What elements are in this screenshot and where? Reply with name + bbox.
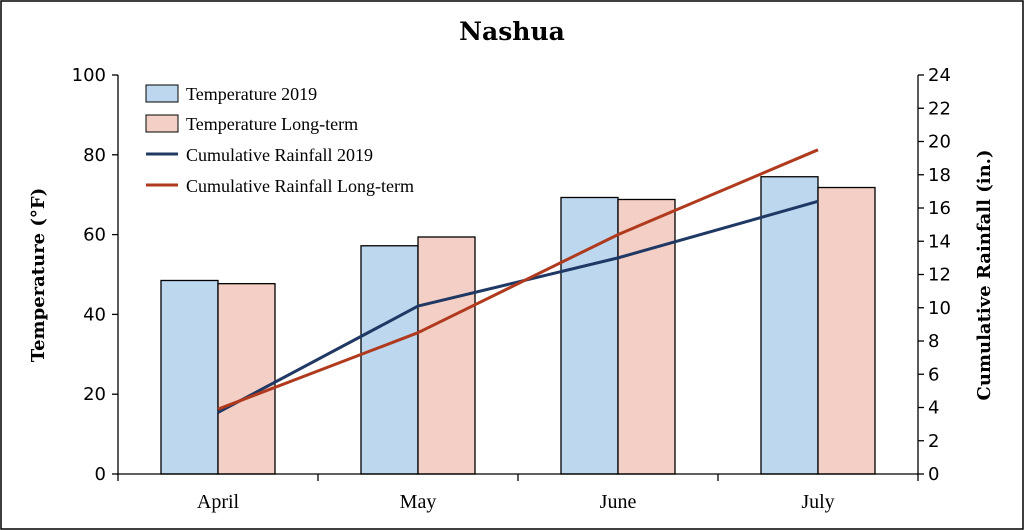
y2-tick-label-20: 20 bbox=[928, 132, 951, 153]
y2-tick-label-6: 6 bbox=[928, 364, 939, 385]
legend: Temperature 2019 Temperature Long-term C… bbox=[145, 84, 414, 196]
legend-swatch-temperature-2019 bbox=[145, 84, 179, 103]
chart-title: Nashua bbox=[459, 17, 565, 46]
bar-temperature-long-term-july bbox=[817, 186, 876, 475]
y-axis-title: Temperature (°F) bbox=[28, 188, 49, 362]
y2-tick-label-0: 0 bbox=[928, 464, 939, 485]
x-tick-label-june: June bbox=[600, 491, 637, 513]
legend-label-temperature-2019: Temperature 2019 bbox=[186, 84, 317, 104]
y2-tick-label-8: 8 bbox=[928, 331, 939, 352]
y2-tick-label-4: 4 bbox=[928, 398, 939, 419]
y2-tick-label-22: 22 bbox=[928, 98, 951, 119]
y-tick-label-40: 40 bbox=[83, 304, 106, 325]
bar-temperature-long-term-june bbox=[617, 198, 676, 475]
y-tick-label-80: 80 bbox=[83, 145, 106, 166]
y2-tick-label-10: 10 bbox=[928, 298, 951, 319]
bar-temperature-2019-april bbox=[160, 279, 219, 475]
y2-tick-label-12: 12 bbox=[928, 265, 951, 286]
y2-tick-label-18: 18 bbox=[928, 165, 951, 186]
x-tick-label-april: April bbox=[197, 491, 240, 513]
y2-axis-title: Cumulative Rainfall (in.) bbox=[974, 150, 995, 401]
bar-temperature-long-term-april bbox=[217, 283, 276, 475]
y-tick-label-20: 20 bbox=[83, 384, 106, 405]
bar-temperature-2019-july bbox=[760, 176, 819, 475]
x-tick-label-may: May bbox=[400, 491, 437, 513]
legend-label-cumulative-rainfall-2019: Cumulative Rainfall 2019 bbox=[186, 145, 373, 165]
y-tick-label-0: 0 bbox=[95, 464, 106, 485]
bar-temperature-2019-june bbox=[560, 196, 619, 475]
legend-label-cumulative-rainfall-long-term: Cumulative Rainfall Long-term bbox=[186, 176, 414, 196]
y2-tick-label-24: 24 bbox=[928, 65, 951, 86]
y2-tick-label-2: 2 bbox=[928, 431, 939, 452]
y2-tick-label-16: 16 bbox=[928, 198, 951, 219]
bar-temperature-2019-may bbox=[360, 245, 419, 475]
legend-label-temperature-long-term: Temperature Long-term bbox=[186, 114, 358, 134]
y-tick-label-100: 100 bbox=[72, 65, 106, 86]
x-tick-label-july: July bbox=[801, 491, 834, 513]
y2-tick-label-14: 14 bbox=[928, 231, 951, 252]
y-tick-label-60: 60 bbox=[83, 225, 106, 246]
line-cumulative-rainfall-long-term bbox=[217, 148, 819, 411]
bar-temperature-long-term-may bbox=[417, 236, 476, 475]
legend-swatch-temperature-long-term bbox=[145, 114, 179, 133]
